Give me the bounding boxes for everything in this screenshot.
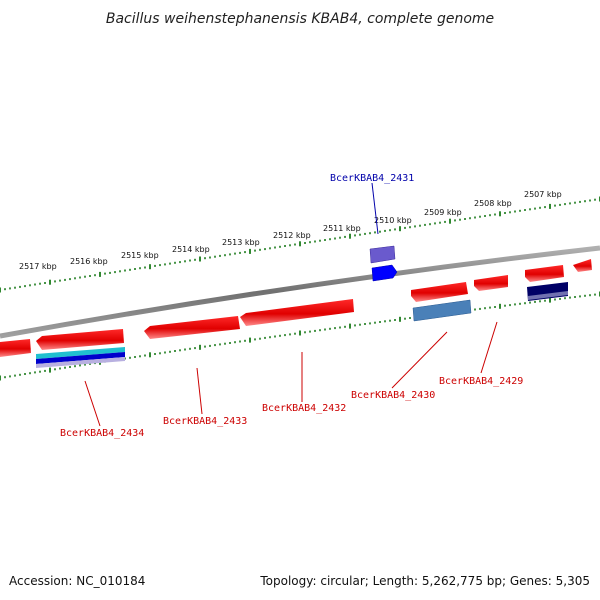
- gene-label-leader: [391, 331, 448, 389]
- genome-title: Bacillus weihenstephanensis KBAB4, compl…: [106, 11, 494, 27]
- gene-shadow-band: [528, 291, 568, 300]
- gene-label[interactable]: BcerKBAB4_2434: [60, 428, 144, 439]
- kbp-label: 2508 kbp: [474, 199, 512, 208]
- kbp-label: 2510 kbp: [374, 216, 412, 225]
- gene-shadow-band: [36, 357, 125, 368]
- gene-feature-block[interactable]: [369, 245, 396, 264]
- gene-bcerkbab4-2431[interactable]: BcerKBAB4_2431: [330, 173, 414, 282]
- gene-label-leader: [371, 182, 379, 235]
- gene-label[interactable]: BcerKBAB4_2432: [262, 403, 346, 414]
- gene-bcerkbab4-2432[interactable]: [240, 299, 354, 326]
- gene-feature-arrow[interactable]: [36, 329, 124, 350]
- gene-feature-arrow[interactable]: [0, 339, 31, 357]
- gene-cyan-band: [36, 347, 125, 359]
- scale-labels: 2517 kbp 2516 kbp 2515 kbp 2514 kbp 2513…: [19, 190, 562, 271]
- gene-label-leader: [480, 321, 498, 374]
- gene-feature-arrow[interactable]: [144, 316, 240, 339]
- gene-steel-block[interactable]: [412, 299, 472, 322]
- gene-feature-arrow[interactable]: [474, 275, 508, 291]
- gene-bcerkbab4-2433[interactable]: [144, 316, 240, 339]
- kbp-label: 2517 kbp: [19, 262, 57, 271]
- kbp-label: 2513 kbp: [222, 238, 260, 247]
- kbp-label: 2511 kbp: [323, 224, 361, 233]
- gene-bcerkbab4-2434[interactable]: [0, 329, 125, 368]
- gene-label[interactable]: BcerKBAB4_2431: [330, 173, 414, 184]
- gene-label[interactable]: BcerKBAB4_2433: [163, 416, 247, 427]
- gene-bcerkbab4-2430[interactable]: [411, 282, 472, 322]
- gene-label-leader: [84, 380, 101, 427]
- kbp-label: 2515 kbp: [121, 251, 159, 260]
- genome-backbone: [0, 245, 600, 339]
- gene-feature-arrow[interactable]: [525, 265, 564, 282]
- kbp-label: 2516 kbp: [70, 257, 108, 266]
- accession-text: Accession: NC_010184: [9, 574, 146, 588]
- gene-label[interactable]: BcerKBAB4_2430: [351, 390, 435, 401]
- kbp-label: 2509 kbp: [424, 208, 462, 217]
- genome-info-text: Topology: circular; Length: 5,262,775 bp…: [260, 574, 590, 588]
- gene-bcerkbab4-extra[interactable]: [525, 259, 592, 301]
- gene-feature-arrow[interactable]: [240, 299, 354, 326]
- gene-feature-arrow[interactable]: [411, 282, 468, 302]
- gene-feature-arrow[interactable]: [573, 259, 592, 272]
- gene-blue-band: [36, 352, 125, 364]
- gene-bcerkbab4-2429[interactable]: [474, 275, 508, 291]
- gene-feature-arrow[interactable]: [371, 264, 398, 282]
- bottom-gene-labels: BcerKBAB4_2434 BcerKBAB4_2433 BcerKBAB4_…: [60, 321, 523, 439]
- kbp-label: 2512 kbp: [273, 231, 311, 240]
- kbp-label: 2507 kbp: [524, 190, 562, 199]
- gene-label[interactable]: BcerKBAB4_2429: [439, 376, 523, 387]
- gene-label-leader: [196, 367, 203, 415]
- top-scale-ticks: [0, 196, 600, 293]
- kbp-label: 2514 kbp: [172, 245, 210, 254]
